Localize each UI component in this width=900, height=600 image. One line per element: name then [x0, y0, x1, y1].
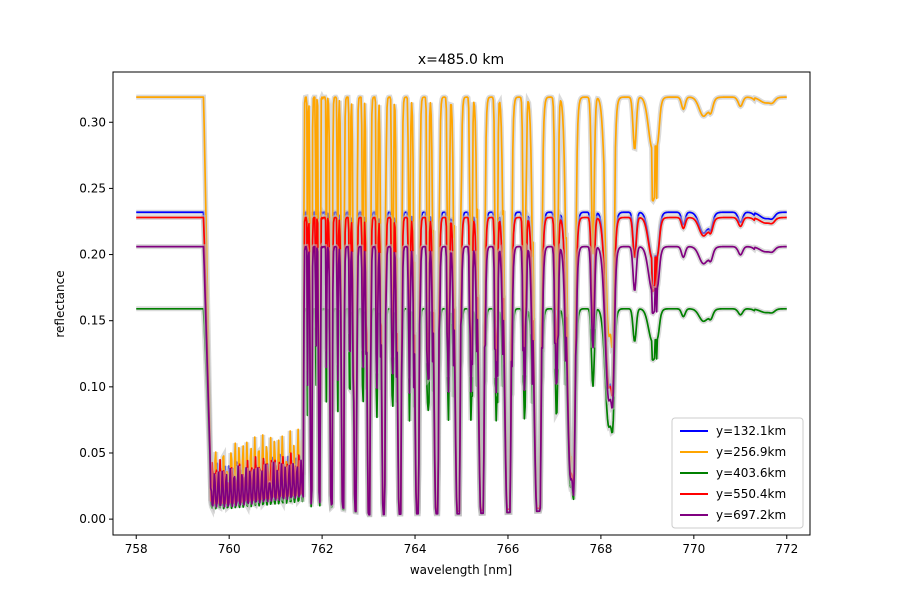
chart-title: x=485.0 km — [418, 52, 504, 68]
x-tick-label: 770 — [682, 542, 705, 556]
plot-area — [136, 90, 787, 518]
x-axis: 758 760 762 764 766 768 770 772 — [125, 535, 798, 556]
x-tick-label: 758 — [125, 542, 148, 556]
legend-entry: y=550.4km — [716, 487, 786, 501]
legend-entry: y=256.9km — [716, 445, 786, 459]
plot-frame — [112, 71, 811, 536]
x-tick-label: 768 — [589, 542, 612, 556]
y-axis-label: reflectance — [53, 270, 67, 337]
y-axis: 0.00 0.05 0.10 0.15 0.20 0.25 0.30 — [79, 115, 113, 526]
series-line-4 — [136, 245, 787, 516]
x-tick-label: 766 — [497, 542, 520, 556]
y-tick-label: 0.20 — [79, 248, 106, 262]
y-tick-label: 0.15 — [79, 314, 106, 328]
legend-entry: y=697.2km — [716, 508, 786, 522]
y-tick-label: 0.25 — [79, 181, 106, 195]
y-tick-label: 0.05 — [79, 446, 106, 460]
series-layer — [136, 90, 787, 518]
legend-entry: y=132.1km — [716, 424, 786, 438]
y-tick-label: 0.10 — [79, 380, 106, 394]
y-tick-label: 0.00 — [79, 512, 106, 526]
legend-box — [671, 417, 804, 529]
x-tick-label: 760 — [218, 542, 241, 556]
x-axis-label: wavelength [nm] — [410, 563, 512, 577]
x-tick-label: 772 — [775, 542, 798, 556]
x-tick-label: 762 — [311, 542, 334, 556]
y-tick-label: 0.30 — [79, 115, 106, 129]
x-tick-label: 764 — [404, 542, 427, 556]
legend: y=132.1km y=256.9km y=403.6km y=550.4km y=69… — [671, 417, 804, 529]
legend-entry: y=403.6km — [716, 466, 786, 480]
